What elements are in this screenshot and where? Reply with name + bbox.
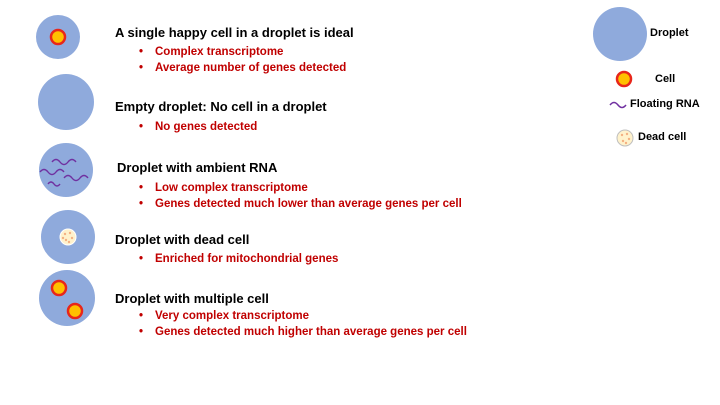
row-title-empty-droplet: Empty droplet: No cell in a droplet (115, 99, 327, 114)
row-bullets-single-cell: Complex transcriptome Average number of … (139, 45, 346, 76)
bullet-item: Enriched for mitochondrial genes (139, 252, 338, 268)
legend-droplet-icon (593, 7, 647, 61)
bullet-item: Genes detected much higher than average … (139, 325, 467, 341)
row-title-ambient-rna: Droplet with ambient RNA (117, 160, 278, 175)
legend-floating-rna-icon (609, 101, 627, 109)
bullet-item: No genes detected (139, 120, 257, 136)
legend-cell-icon (615, 70, 633, 88)
row-title-multiple-cells: Droplet with multiple cell (115, 291, 269, 306)
row-bullets-multiple-cells: Very complex transcriptome Genes detecte… (139, 309, 467, 340)
bullet-item: Low complex transcriptome (139, 181, 462, 197)
row-bullets-empty-droplet: No genes detected (139, 120, 257, 136)
row-bullets-dead-cell: Enriched for mitochondrial genes (139, 252, 338, 268)
droplet-ambient-rna-icon (39, 143, 93, 197)
legend-label-cell: Cell (655, 73, 676, 85)
legend-label-floating-rna: Floating RNA (630, 98, 700, 110)
row-title-dead-cell: Droplet with dead cell (115, 232, 250, 247)
bullet-item: Very complex transcriptome (139, 309, 467, 325)
droplet-single-cell-icon (36, 15, 80, 59)
row-title-single-cell: A single happy cell in a droplet is idea… (115, 25, 354, 40)
row-bullets-ambient-rna: Low complex transcriptome Genes detected… (139, 181, 462, 212)
legend-dead-cell-icon (616, 129, 634, 147)
bullet-item: Complex transcriptome (139, 45, 346, 61)
droplet-multiple-cells-icon (39, 270, 95, 326)
legend-label-droplet: Droplet (650, 27, 689, 39)
droplet-empty-icon (38, 74, 94, 130)
bullet-item: Genes detected much lower than average g… (139, 197, 462, 213)
bullet-item: Average number of genes detected (139, 61, 346, 77)
droplet-dead-cell-icon (41, 210, 95, 264)
legend-label-dead-cell: Dead cell (638, 131, 687, 143)
